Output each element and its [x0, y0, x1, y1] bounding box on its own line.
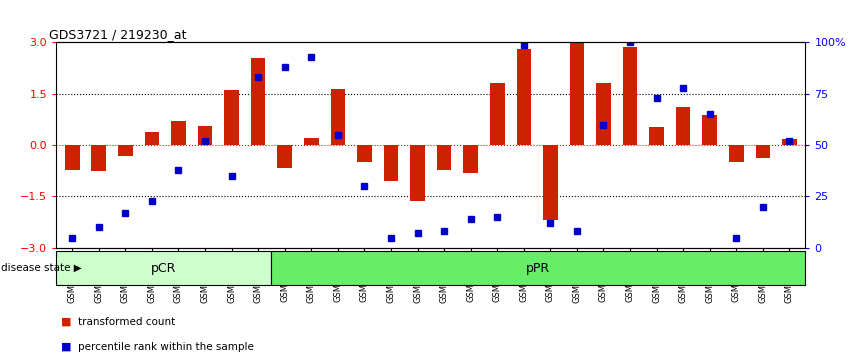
Bar — [675, 107, 690, 145]
Bar — [490, 83, 505, 145]
Text: pCR: pCR — [152, 262, 177, 275]
Bar — [729, 145, 744, 161]
Bar — [357, 145, 372, 161]
Text: GDS3721 / 219230_at: GDS3721 / 219230_at — [48, 28, 186, 41]
Bar — [570, 42, 585, 145]
Bar — [197, 126, 212, 145]
Bar — [304, 138, 319, 145]
Text: ■: ■ — [61, 317, 71, 327]
Text: ■: ■ — [61, 342, 71, 352]
Bar — [782, 139, 797, 145]
Bar — [623, 47, 637, 145]
Bar — [56, 251, 271, 285]
Text: pPR: pPR — [527, 262, 551, 275]
Bar — [436, 145, 451, 170]
Text: percentile rank within the sample: percentile rank within the sample — [78, 342, 254, 352]
Bar — [92, 145, 107, 171]
Bar — [171, 120, 186, 145]
Bar — [145, 132, 159, 145]
Bar — [543, 145, 558, 221]
Text: transformed count: transformed count — [78, 317, 175, 327]
Bar — [277, 145, 292, 169]
Bar — [271, 251, 805, 285]
Bar — [65, 145, 80, 170]
Bar — [118, 145, 132, 156]
Bar — [702, 115, 717, 145]
Bar — [384, 145, 398, 181]
Bar — [755, 145, 770, 158]
Bar — [410, 145, 425, 201]
Text: disease state ▶: disease state ▶ — [1, 262, 81, 272]
Bar — [251, 58, 266, 145]
Bar — [596, 83, 611, 145]
Bar — [463, 145, 478, 173]
Bar — [650, 127, 664, 145]
Bar — [331, 89, 346, 145]
Bar — [224, 90, 239, 145]
Bar — [516, 48, 531, 145]
